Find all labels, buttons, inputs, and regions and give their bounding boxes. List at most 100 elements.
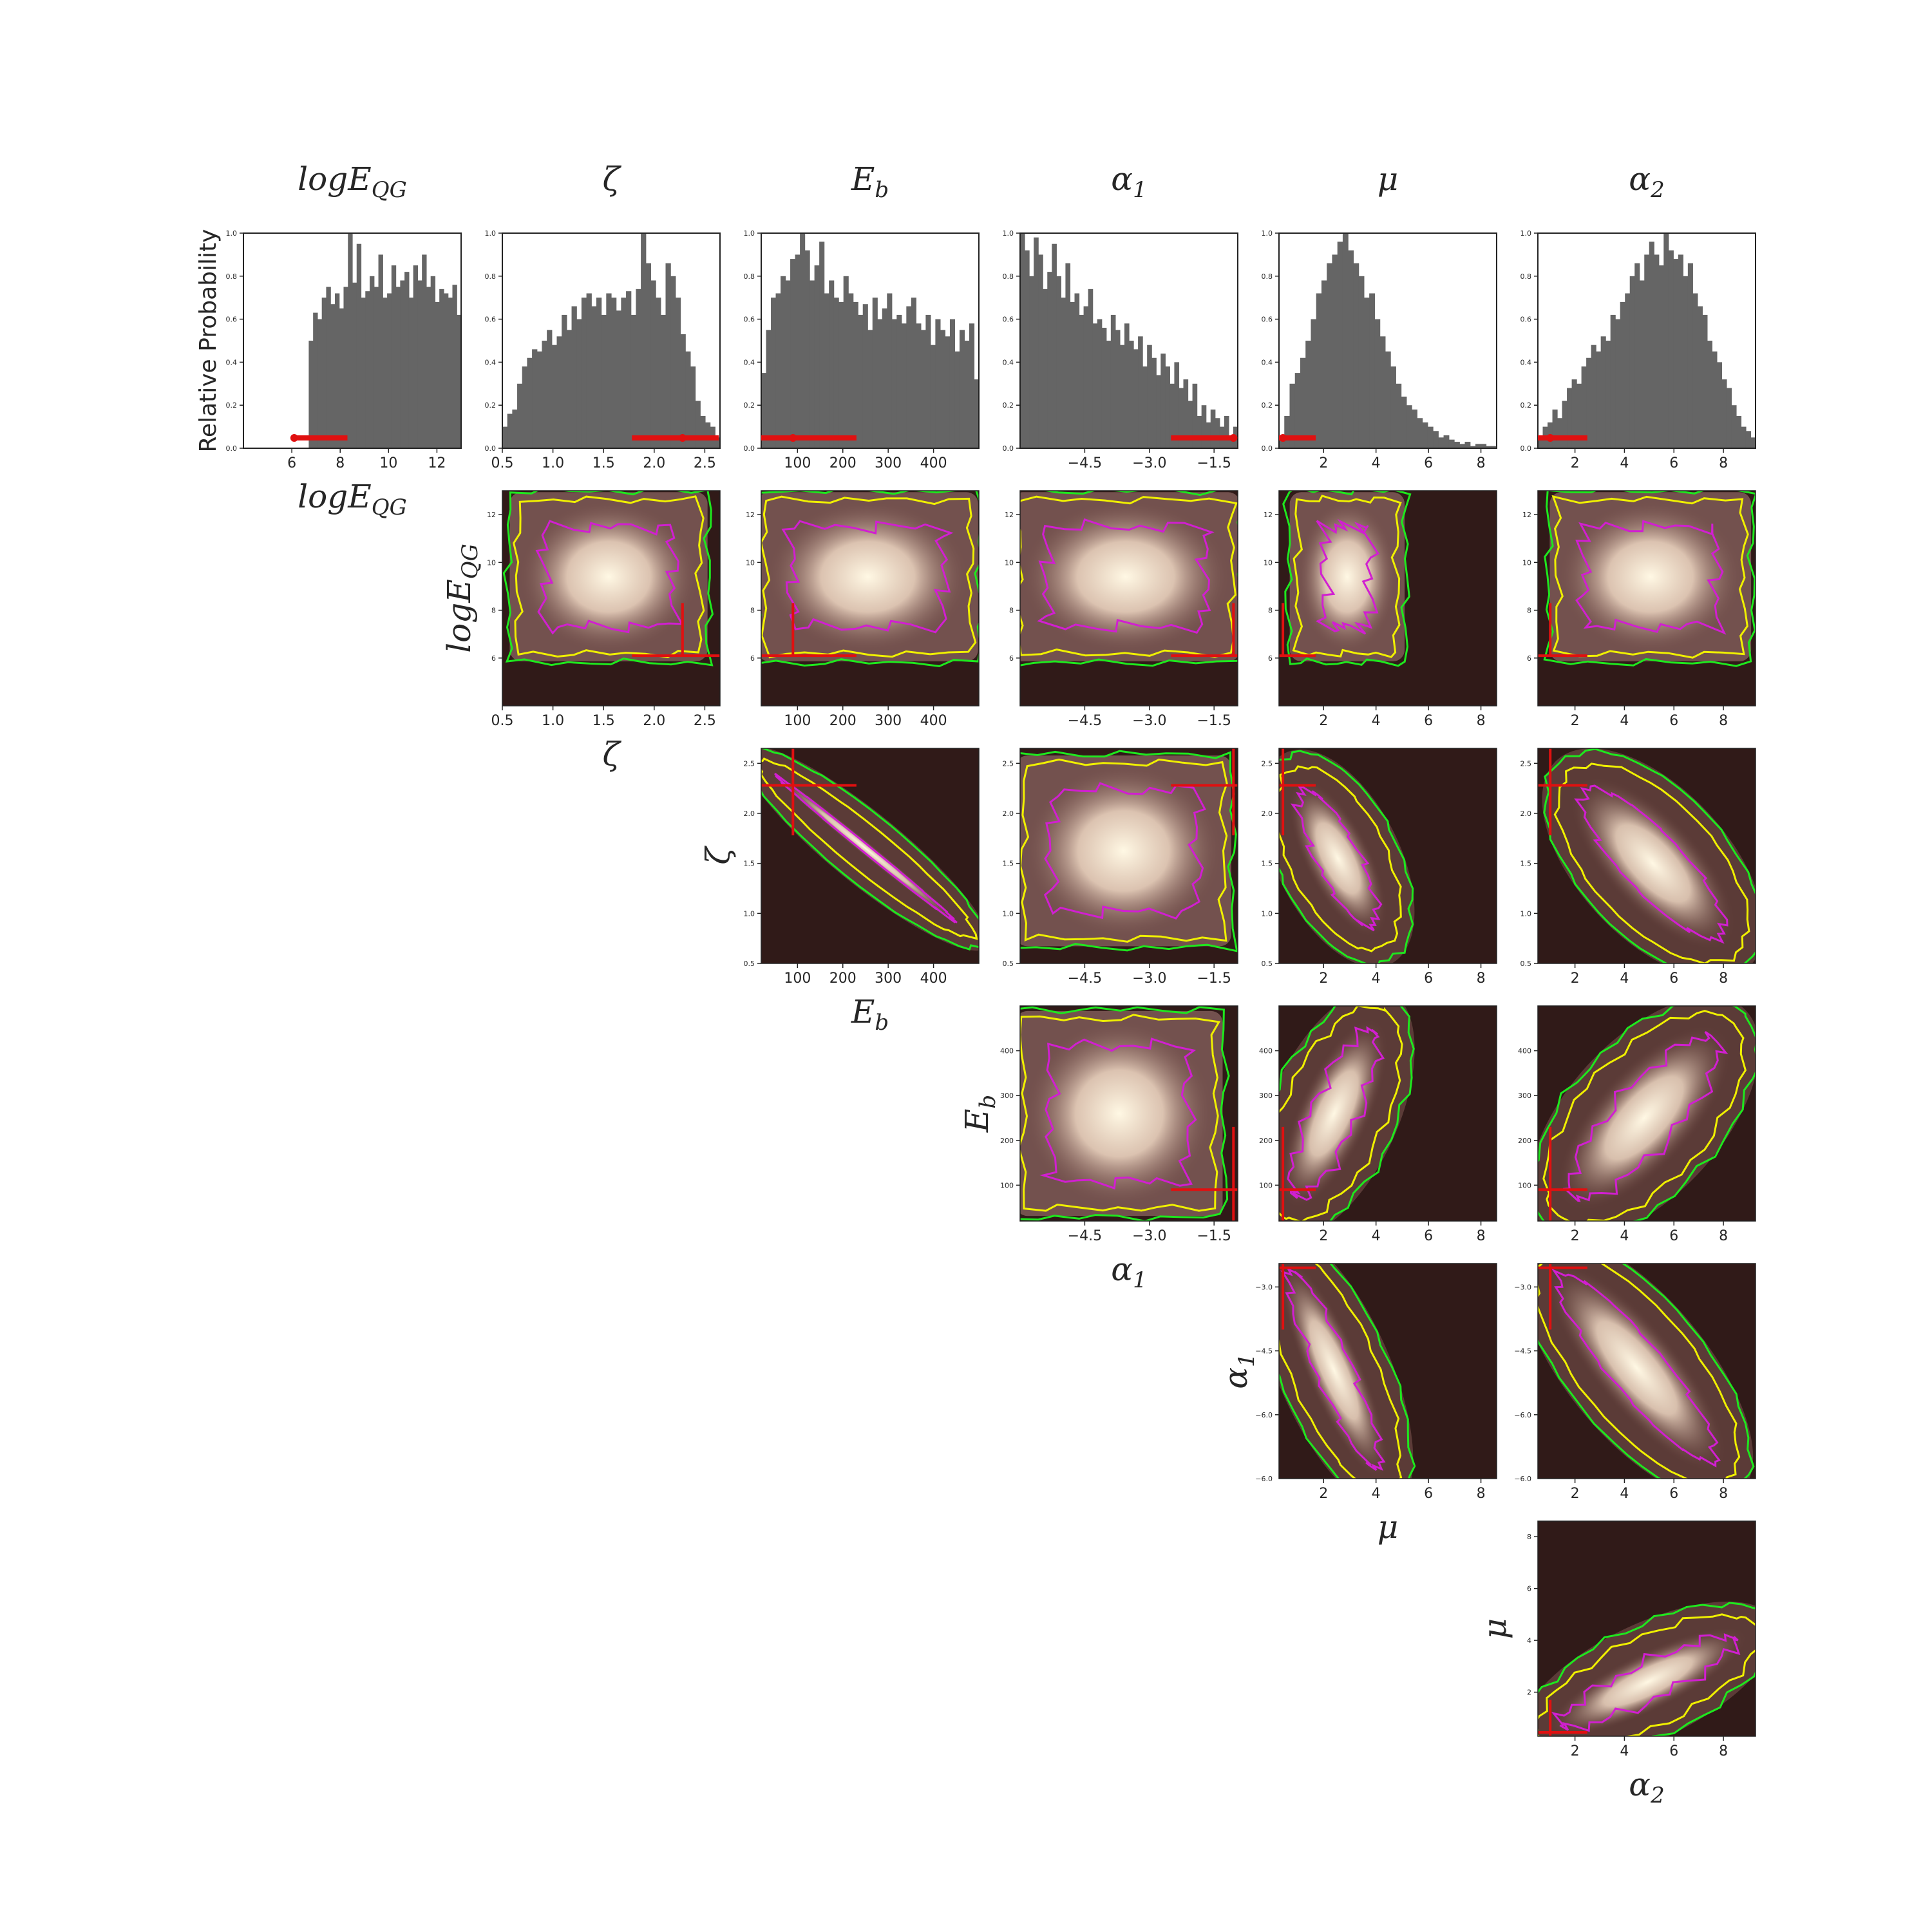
hist-bar — [1034, 237, 1039, 448]
hist-bar — [330, 304, 336, 448]
panel-frame — [1537, 1520, 1756, 1737]
hist-bar — [824, 293, 829, 448]
hist-bar — [636, 289, 641, 448]
xlabel-logEQG: logEQG — [298, 478, 407, 520]
ytick-label: −3.0 — [1514, 1283, 1531, 1291]
density-panel-logEQG-vs-alpha2: 2 4 6 8 6 8 10 12 — [1522, 490, 1756, 729]
hist-bar — [1305, 341, 1312, 448]
contour-level-2 — [781, 520, 954, 634]
contour-level-1 — [1538, 1613, 1756, 1736]
hist-bar — [1106, 341, 1112, 448]
ytick-label: 10 — [487, 558, 496, 567]
hist-bar — [512, 409, 518, 448]
hist-bar — [400, 280, 405, 448]
hist-bar — [1470, 446, 1476, 448]
hist-bar — [1475, 444, 1481, 448]
ytick-label: 1.5 — [744, 860, 755, 868]
ytick-label: 1.5 — [1003, 860, 1014, 868]
ytick-label: −3.0 — [1255, 1283, 1273, 1291]
hist-ytick-label: 0.4 — [1520, 358, 1532, 366]
ytick-label: 300 — [1000, 1092, 1014, 1100]
xtick-label: 6 — [1669, 1743, 1678, 1759]
hist-bar — [1610, 314, 1616, 448]
hist-bar — [920, 330, 926, 448]
column-title-alpha1: α1 — [1111, 160, 1146, 203]
panel-frame — [1537, 1005, 1756, 1222]
hist-bar — [1716, 362, 1723, 448]
hist-ytick-label: 0.4 — [226, 358, 238, 366]
ylabel-alpha1: α1 — [1217, 1353, 1260, 1388]
density-panel-Eb-vs-alpha1: −4.5 −3.0 −1.5 100 200 300 400 — [1000, 1005, 1238, 1244]
hist-bar — [964, 341, 970, 448]
contour-level-1 — [1538, 1264, 1741, 1479]
ytick-label: 200 — [1259, 1137, 1273, 1145]
hist-bar — [1110, 314, 1116, 448]
hist-bar — [1056, 276, 1061, 448]
hist-bar — [452, 285, 457, 448]
ytick-label: 2.0 — [744, 810, 755, 818]
hist-bar — [1654, 254, 1660, 448]
panel-frame — [1019, 1005, 1238, 1222]
hist-ytick-label: 0.6 — [1520, 316, 1532, 324]
hist-bar — [1070, 301, 1075, 448]
panel-frame — [1278, 490, 1497, 706]
hist-bar — [1029, 276, 1034, 448]
contour-level-0 — [1279, 1264, 1416, 1479]
hist-frame — [1537, 232, 1756, 449]
xtick-label: 2 — [1571, 971, 1580, 987]
xtick-label: 8 — [1719, 1486, 1728, 1502]
hist-ytick-label: 0.2 — [1262, 401, 1273, 410]
hist-bar — [1571, 379, 1577, 448]
column-title-alpha2: α2 — [1629, 160, 1664, 203]
hist-bar — [611, 298, 617, 448]
hist-xtick-label: 300 — [875, 455, 902, 471]
hist-bar — [1750, 437, 1756, 448]
hist-bar — [352, 282, 357, 448]
truth-marker — [678, 434, 687, 442]
hist-bar — [1119, 345, 1125, 448]
hist-frame — [502, 232, 721, 449]
hist-bar — [356, 243, 362, 448]
ytick-label: 8 — [1527, 607, 1531, 615]
hist-bar — [1228, 435, 1234, 448]
contour-level-0 — [1543, 491, 1756, 667]
hist-ytick-label: 0.6 — [485, 316, 497, 324]
hist-bar — [1047, 272, 1052, 448]
xtick-label: 2.5 — [694, 713, 716, 729]
hist-bar — [1639, 280, 1645, 448]
hist-bar — [1552, 409, 1558, 448]
hist-bar — [819, 242, 825, 448]
panel-frame — [1019, 748, 1238, 964]
contour-level-1 — [761, 495, 977, 659]
hist-bar — [1605, 341, 1611, 448]
ytick-label: 6 — [1527, 654, 1531, 663]
ytick-label: 1.0 — [744, 909, 755, 918]
xtick-label: 100 — [784, 713, 811, 729]
hist-bar — [1179, 388, 1184, 448]
xtick-label: 4 — [1372, 1228, 1381, 1244]
truth-marker — [1279, 434, 1287, 442]
hist-bar — [848, 293, 854, 448]
xtick-label: 2 — [1571, 1228, 1580, 1244]
hist-bar — [374, 287, 379, 448]
ytick-label: 400 — [1518, 1047, 1531, 1056]
hist-ytick-label: 0.0 — [1520, 444, 1532, 453]
panel-frame — [502, 490, 721, 706]
contour-level-0 — [1543, 748, 1756, 963]
xtick-label: 300 — [875, 713, 902, 729]
hist-bar — [370, 276, 375, 448]
hist-xtick-label: 2.0 — [643, 455, 665, 471]
hist-bar — [443, 293, 449, 448]
hist-ytick-label: 1.0 — [744, 229, 755, 238]
hist-bar — [887, 293, 893, 448]
ytick-label: 0.5 — [1262, 960, 1273, 968]
panel-frame — [1278, 1263, 1497, 1479]
ytick-label: 200 — [1000, 1137, 1014, 1145]
hist-bar — [1101, 327, 1107, 448]
xtick-label: 4 — [1620, 971, 1629, 987]
hist-bar — [1151, 357, 1157, 448]
hist-bar — [1658, 265, 1664, 448]
hist-bar — [1115, 330, 1121, 448]
hist-bar — [1668, 250, 1674, 448]
xtick-label: 2 — [1319, 713, 1328, 729]
